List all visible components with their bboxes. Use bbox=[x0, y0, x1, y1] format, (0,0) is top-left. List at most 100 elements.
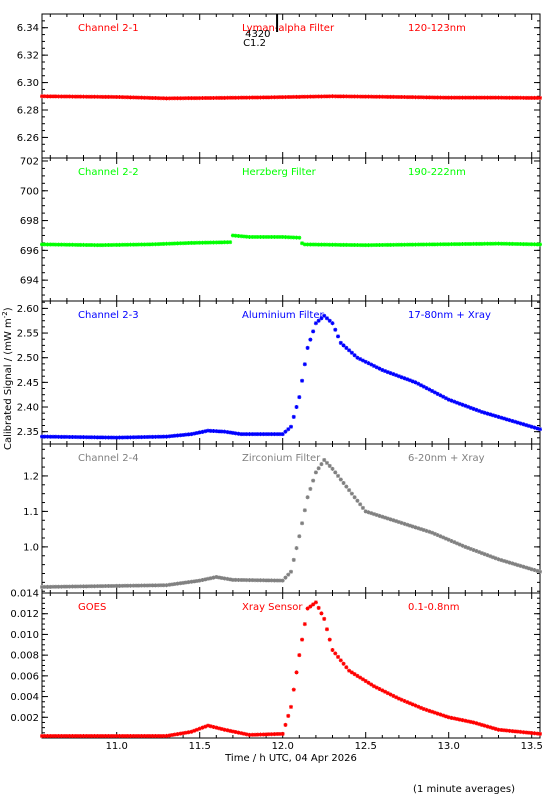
data-point bbox=[48, 584, 53, 589]
data-point bbox=[388, 242, 393, 247]
data-point bbox=[358, 675, 363, 680]
data-point bbox=[391, 372, 396, 377]
data-point bbox=[383, 242, 388, 247]
data-point bbox=[283, 235, 288, 240]
data-point bbox=[89, 94, 94, 99]
data-point bbox=[59, 94, 64, 99]
data-point bbox=[142, 242, 147, 247]
flare-marker-id: 4320 bbox=[245, 29, 270, 40]
data-point bbox=[255, 95, 260, 100]
data-point bbox=[183, 432, 188, 437]
data-point bbox=[95, 243, 100, 248]
data-point bbox=[53, 94, 58, 99]
data-point bbox=[502, 558, 507, 563]
data-point bbox=[170, 96, 175, 101]
data-point bbox=[488, 241, 493, 246]
y-tick-label: 700 bbox=[20, 186, 39, 197]
panel-frame bbox=[41, 157, 541, 302]
data-point bbox=[194, 430, 199, 435]
data-point bbox=[485, 553, 490, 558]
data-point bbox=[103, 243, 108, 248]
data-point bbox=[446, 397, 451, 402]
data-point bbox=[272, 732, 277, 737]
data-point bbox=[156, 96, 161, 101]
data-point bbox=[369, 511, 374, 516]
data-point bbox=[150, 242, 155, 247]
y-tick-label: 2.50 bbox=[17, 353, 39, 364]
data-point bbox=[87, 435, 92, 440]
y-tick-label: 0.008 bbox=[10, 651, 39, 662]
data-point bbox=[228, 577, 233, 582]
data-point bbox=[488, 725, 493, 730]
data-point bbox=[518, 242, 523, 247]
data-point bbox=[214, 240, 219, 245]
data-point bbox=[477, 550, 482, 555]
data-point bbox=[347, 348, 352, 353]
data-point bbox=[42, 94, 47, 99]
data-point bbox=[178, 96, 183, 101]
data-point bbox=[200, 577, 205, 582]
data-point bbox=[134, 435, 139, 440]
data-point bbox=[269, 432, 274, 437]
data-point bbox=[211, 724, 216, 729]
data-point bbox=[360, 358, 365, 363]
data-point bbox=[316, 94, 321, 99]
data-point bbox=[214, 95, 219, 100]
data-point bbox=[73, 734, 78, 738]
data-point bbox=[247, 732, 252, 737]
data-point bbox=[524, 95, 529, 100]
data-point bbox=[78, 435, 83, 440]
data-point bbox=[98, 734, 103, 738]
data-point bbox=[477, 408, 482, 413]
data-point bbox=[87, 734, 92, 738]
data-point bbox=[369, 682, 374, 687]
data-point bbox=[477, 722, 482, 727]
data-point bbox=[327, 94, 332, 99]
data-point bbox=[230, 729, 235, 734]
data-point bbox=[427, 242, 432, 247]
data-point bbox=[156, 434, 161, 439]
data-point bbox=[53, 584, 58, 589]
data-point bbox=[521, 422, 526, 427]
data-point bbox=[51, 734, 56, 738]
data-point bbox=[117, 242, 122, 247]
data-point bbox=[449, 242, 454, 247]
data-point bbox=[150, 583, 155, 588]
data-point bbox=[416, 704, 421, 709]
data-point bbox=[228, 728, 233, 733]
data-point bbox=[358, 243, 363, 248]
data-point bbox=[84, 734, 89, 738]
data-point bbox=[435, 533, 440, 538]
data-point bbox=[352, 353, 357, 358]
data-point bbox=[153, 434, 158, 439]
data-point bbox=[510, 95, 515, 100]
data-point bbox=[319, 316, 324, 321]
data-point bbox=[294, 546, 299, 551]
data-point bbox=[430, 709, 435, 714]
data-point bbox=[405, 522, 410, 527]
data-point bbox=[338, 658, 343, 663]
data-point bbox=[161, 434, 166, 439]
data-point bbox=[341, 94, 346, 99]
data-point bbox=[208, 428, 213, 433]
data-point bbox=[380, 94, 385, 99]
flare-marker-class: C1.2 bbox=[243, 38, 266, 49]
data-point bbox=[95, 584, 100, 589]
data-point bbox=[277, 578, 282, 583]
data-point bbox=[432, 242, 437, 247]
data-point bbox=[178, 731, 183, 736]
data-point bbox=[164, 434, 169, 439]
data-point bbox=[106, 94, 111, 99]
data-point bbox=[264, 234, 269, 239]
data-point bbox=[78, 242, 83, 247]
data-point bbox=[402, 698, 407, 703]
data-point bbox=[352, 495, 357, 500]
data-point bbox=[385, 94, 390, 99]
data-point bbox=[244, 95, 249, 100]
data-point bbox=[513, 562, 518, 567]
data-point bbox=[92, 435, 97, 440]
data-point bbox=[402, 376, 407, 381]
data-point bbox=[369, 243, 374, 248]
data-point bbox=[172, 433, 177, 438]
